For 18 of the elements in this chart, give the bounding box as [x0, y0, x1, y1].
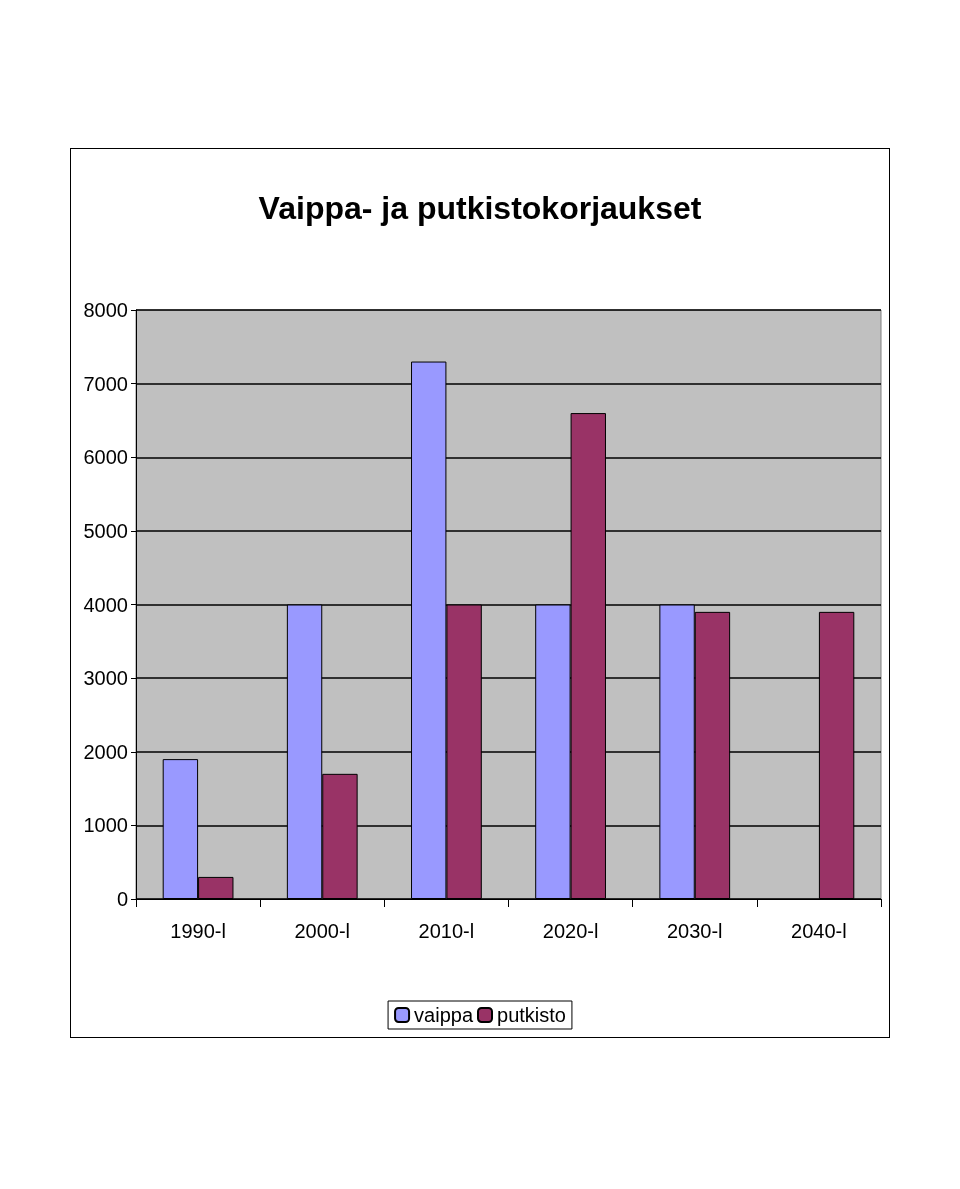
- y-tick-label: 0: [116, 888, 128, 910]
- legend-label: putkisto: [497, 1004, 566, 1026]
- x-tick-label: 2000-l: [294, 920, 351, 942]
- x-tick-label: 2020-l: [542, 920, 599, 942]
- y-tick-label: 6000: [83, 446, 128, 469]
- y-tick-label: 3000: [83, 667, 128, 690]
- y-tick-label: 7000: [83, 372, 128, 395]
- legend-label: vaippa: [414, 1004, 474, 1026]
- x-tick-label: 2010-l: [418, 920, 475, 942]
- y-tick-label: 5000: [83, 519, 128, 542]
- chart-title: Vaippa- ja putkistokorjaukset: [258, 190, 702, 226]
- x-tick-label: 1990-l: [170, 920, 226, 942]
- x-tick-label: 2030-l: [666, 920, 723, 942]
- y-tick-label: 1000: [83, 814, 128, 837]
- y-tick-label: 8000: [83, 299, 128, 321]
- y-tick-label: 2000: [83, 740, 128, 763]
- y-tick-label: 4000: [83, 593, 128, 616]
- x-tick-label: 2040-l: [791, 920, 847, 942]
